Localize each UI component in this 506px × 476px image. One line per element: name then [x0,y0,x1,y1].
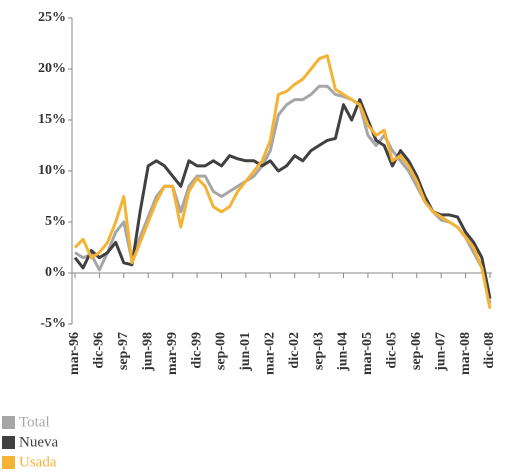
series-line [73,54,492,309]
x-tick-label: mar-08 [458,332,473,375]
legend-swatch [2,456,15,469]
series-line [74,84,492,304]
y-tick-label: -5% [40,316,66,331]
y-tick-label: 25% [38,10,66,25]
x-tick-label: jun-07 [433,332,448,372]
x-tick-label: sep-97 [116,332,131,370]
x-tick-label: dic-96 [92,332,107,369]
x-tick-label: mar-02 [263,332,278,375]
x-tick-label: dic-99 [189,332,204,369]
x-tick-label: sep-00 [214,332,229,370]
x-tick-label: mar-99 [165,332,180,375]
series-line [73,98,492,299]
x-tick-label: dic-02 [287,332,302,369]
legend-label: Total [19,414,50,430]
y-tick-label: 5% [45,214,66,229]
x-tick-label: sep-03 [311,332,326,370]
legend-label: Usada [19,454,57,470]
legend-swatch [2,416,15,429]
x-tick-label: mar-05 [360,332,375,375]
y-tick-label: 0% [45,265,66,280]
y-tick-label: 20% [38,61,66,76]
x-tick-label: jun-01 [238,332,253,372]
y-tick-label: 15% [38,112,66,127]
x-tick-label: jun-04 [336,332,351,372]
y-tick-label: 10% [38,163,66,178]
legend-swatch [2,436,15,449]
legend-label: Nueva [19,434,58,450]
x-tick-label: mar-96 [67,332,82,375]
x-tick-label: dic-05 [385,332,400,369]
x-tick-label: jun-98 [140,332,155,372]
x-tick-label: sep-06 [409,332,424,370]
x-tick-label: dic-08 [482,332,497,369]
